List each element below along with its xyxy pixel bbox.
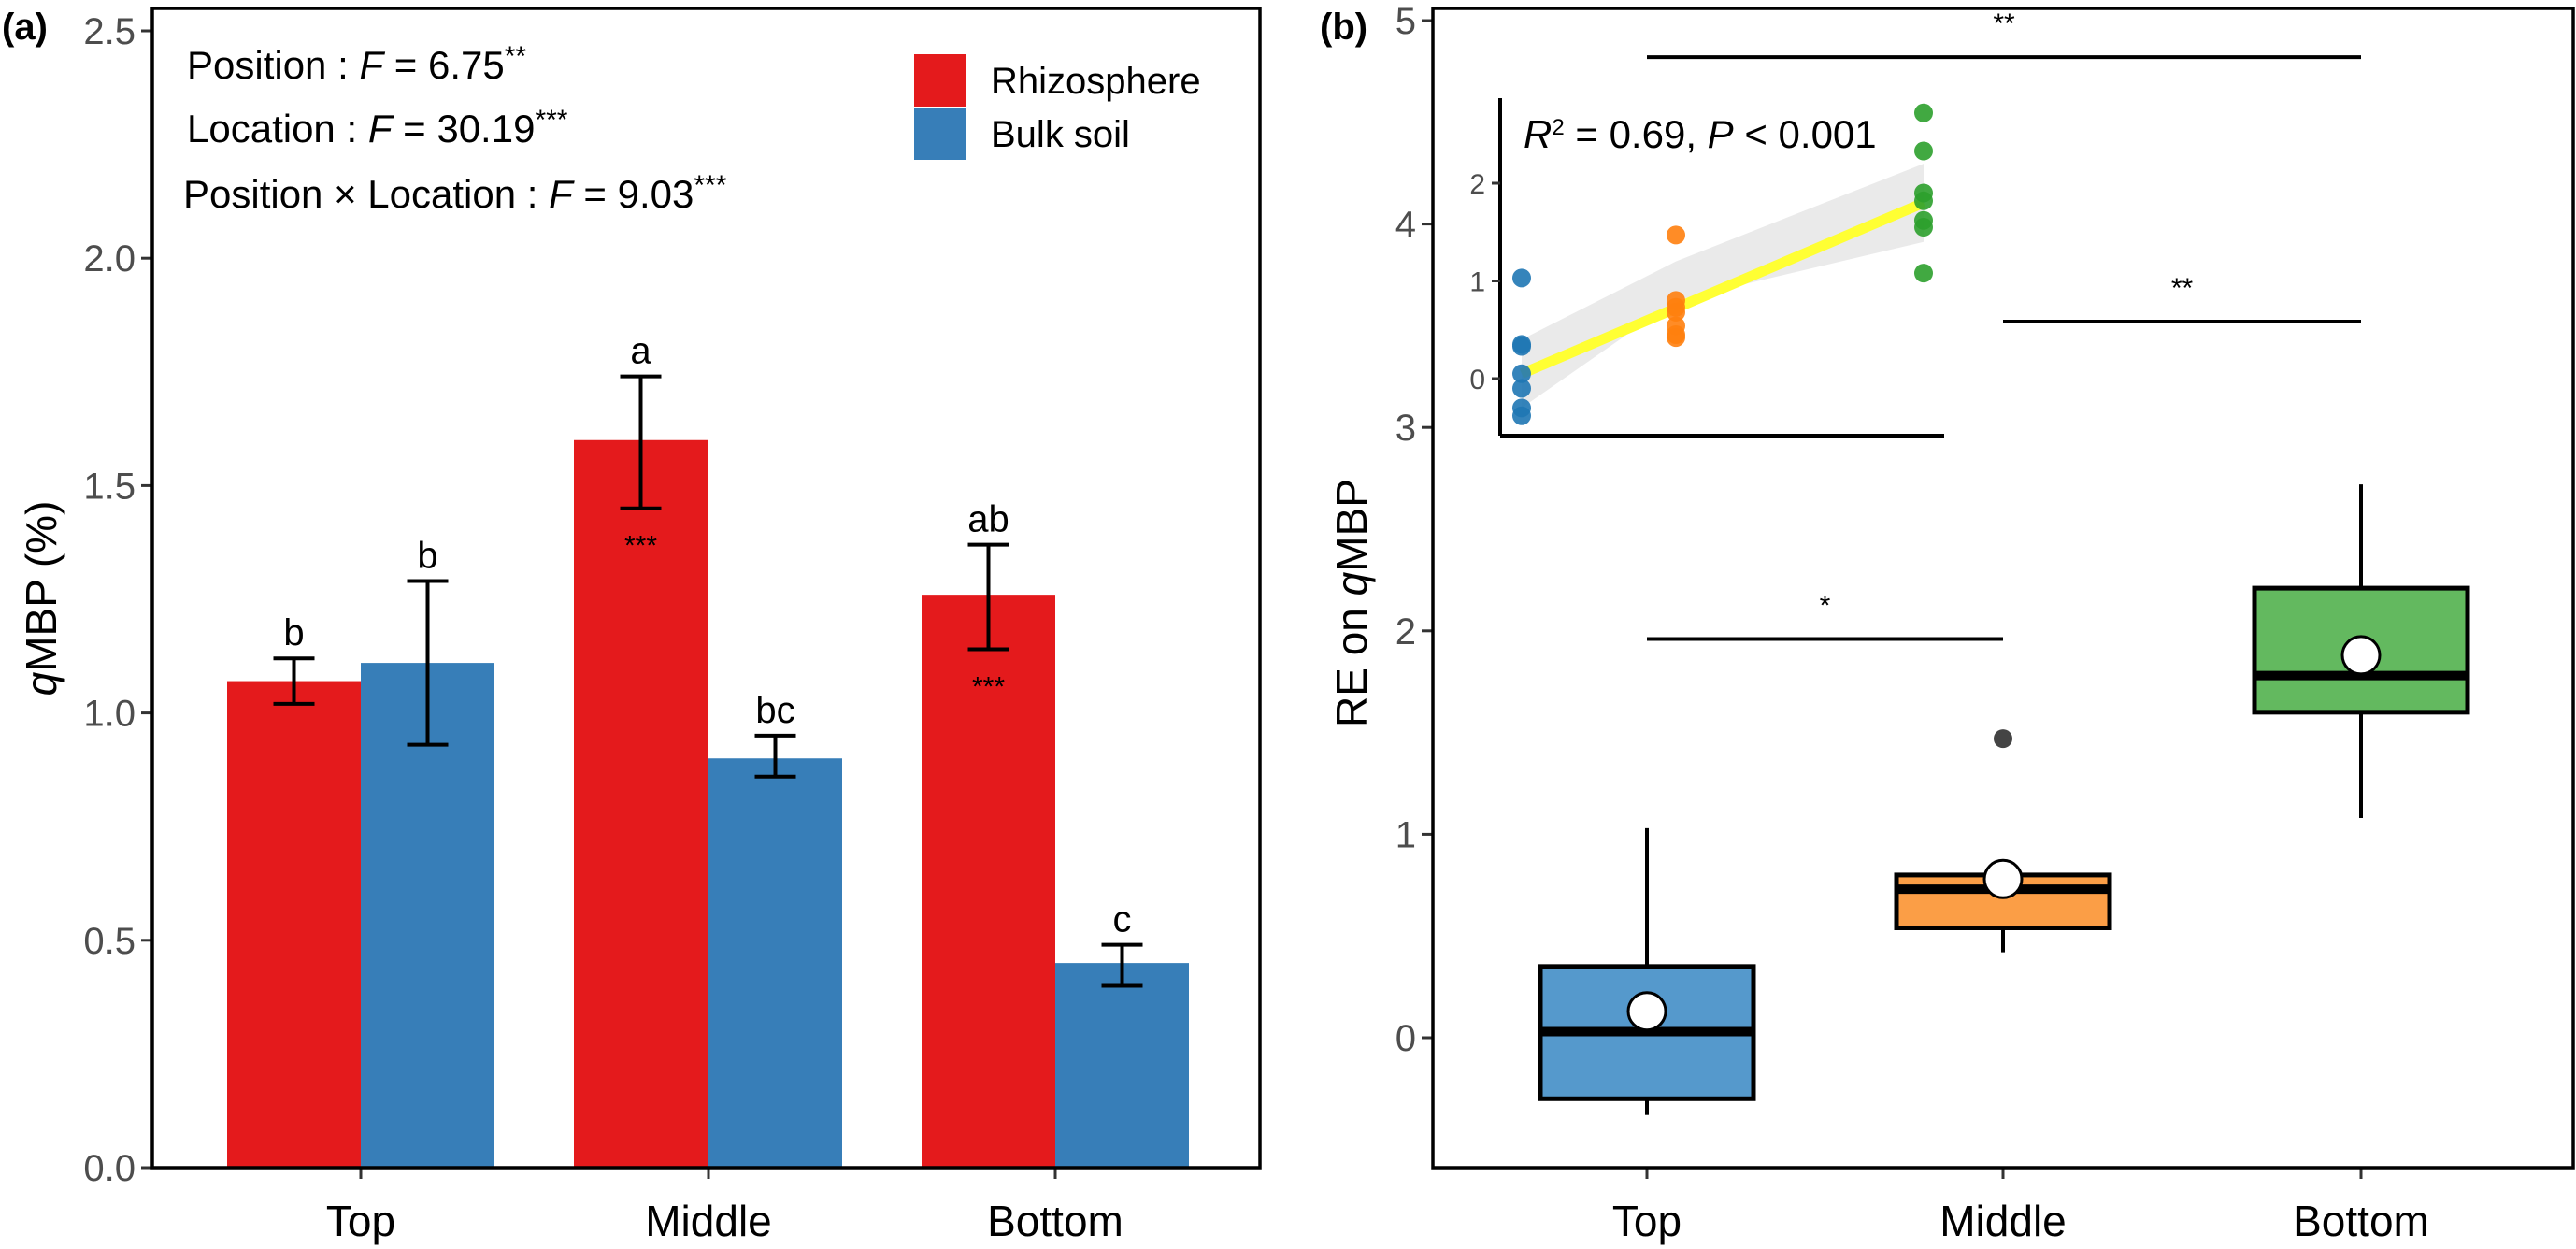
y-tick-label: 1.0 xyxy=(83,694,136,735)
x-tick-label-bottom: Bottom xyxy=(2293,1197,2429,1245)
y-tick-label: 0.0 xyxy=(83,1148,136,1189)
panel-b-y-axis: 0 1 2 3 4 5 xyxy=(1395,1,1433,1059)
scatter-point-top xyxy=(1512,337,1531,356)
inset-y-tick-label: 0 xyxy=(1469,365,1485,395)
inset-y-tick-label: 1 xyxy=(1469,267,1485,298)
legend-label-rhizosphere: Rhizosphere xyxy=(991,61,1201,102)
bar-bulk-soil-middle xyxy=(708,758,842,1168)
significance-letter: bc xyxy=(755,690,794,731)
panel-a-label: (a) xyxy=(2,7,48,48)
anova-interaction: Position × Location : F = 9.03*** xyxy=(183,170,727,216)
y-tick-label: 4 xyxy=(1395,205,1416,246)
scatter-point-bottom xyxy=(1914,264,1933,283)
scatter-point-middle xyxy=(1667,225,1685,245)
scatter-point-bottom xyxy=(1914,191,1933,210)
legend-swatch-bulk-soil xyxy=(914,108,966,160)
y-tick-label: 0 xyxy=(1395,1018,1416,1059)
panel-a-plot-frame xyxy=(150,7,1262,1170)
x-tick-label-middle: Middle xyxy=(645,1197,772,1245)
significance-letter: b xyxy=(283,612,304,653)
y-tick-label: 1.5 xyxy=(83,466,136,507)
y-tick-label: 1 xyxy=(1395,814,1416,855)
bar-rhizosphere-middle xyxy=(574,439,708,1168)
panel-a-y-axis-title: qMBP (%) xyxy=(17,501,65,696)
mean-marker-top xyxy=(1626,991,1667,1032)
legend-label-bulk-soil: Bulk soil xyxy=(991,114,1130,155)
y-tick-label: 2.5 xyxy=(83,11,136,52)
panel-b-significance-brackets: ***** xyxy=(1647,8,2361,641)
panel-b-boxplots xyxy=(1538,484,2470,1115)
panel-a-x-axis: Top Middle Bottom xyxy=(326,1168,1123,1245)
scatter-point-bottom xyxy=(1914,218,1933,237)
mean-marker-middle xyxy=(1982,858,2024,899)
y-tick-label: 2 xyxy=(1395,611,1416,653)
scatter-point-bottom xyxy=(1914,141,1933,161)
scatter-point-top xyxy=(1512,406,1531,425)
x-tick-label-bottom: Bottom xyxy=(987,1197,1123,1245)
x-tick-label-middle: Middle xyxy=(1939,1197,2067,1245)
inner-significance-stars: *** xyxy=(972,672,1005,703)
scatter-point-middle xyxy=(1667,328,1685,348)
legend-swatch-rhizosphere xyxy=(914,54,966,107)
y-tick-label: 3 xyxy=(1395,408,1416,449)
comparison-significance: * xyxy=(1820,591,1831,622)
panel-a-anova-annotations: Position : F = 6.75** Location : F = 30.… xyxy=(183,41,727,216)
regression-line xyxy=(1519,197,1926,379)
scatter-point-top xyxy=(1512,268,1531,288)
significance-letter: ab xyxy=(967,499,1009,540)
bar-rhizosphere-top xyxy=(227,681,361,1168)
outlier-point-middle xyxy=(1994,729,2012,749)
inset-regression-annotation: R2 = 0.69, P < 0.001 xyxy=(1524,112,1877,156)
inner-significance-stars: *** xyxy=(624,531,657,562)
y-tick-label: 0.5 xyxy=(83,921,136,962)
comparison-significance: ** xyxy=(1993,8,2015,39)
panel-b-y-axis-title: RE on qMBP xyxy=(1327,479,1376,727)
p-value: < 0.001 xyxy=(1734,112,1877,156)
panel-a-y-axis: 0.0 0.5 1.0 1.5 2.0 2.5 xyxy=(83,11,152,1189)
bar-bulk-soil-bottom xyxy=(1055,963,1189,1168)
panel-a: (a) qMBP (%) 0.0 0.5 1.0 1.5 2.0 2.5 b a *** ab *… xyxy=(2,7,1262,1245)
scatter-point-bottom xyxy=(1914,103,1933,122)
significance-letter: c xyxy=(1113,899,1132,940)
r-squared-superscript: 2 xyxy=(1552,115,1564,140)
panel-a-legend: Rhizosphere Bulk soil xyxy=(914,54,1201,160)
scatter-point-middle xyxy=(1667,302,1685,322)
bar-bulk-soil-top xyxy=(361,663,494,1168)
anova-location: Location : F = 30.19*** xyxy=(187,105,568,151)
inset-y-tick-label: 2 xyxy=(1469,169,1485,200)
r-symbol: R xyxy=(1524,112,1552,156)
significance-letter: b xyxy=(417,536,437,577)
anova-position: Position : F = 6.75** xyxy=(187,41,526,87)
scatter-point-top xyxy=(1512,379,1531,398)
y-tick-label: 5 xyxy=(1395,1,1416,42)
mean-marker-bottom xyxy=(2340,635,2382,676)
panel-b-label: (b) xyxy=(1320,7,1367,48)
x-tick-label-top: Top xyxy=(1612,1197,1682,1245)
bar-rhizosphere-bottom xyxy=(922,595,1055,1168)
panel-b-x-axis: Top Middle Bottom xyxy=(1612,1168,2429,1245)
significance-letter: a xyxy=(630,331,651,372)
comparison-significance: ** xyxy=(2171,273,2194,304)
r-squared-value: = 0.69, xyxy=(1565,112,1708,156)
x-tick-label-top: Top xyxy=(326,1197,395,1245)
p-symbol: P xyxy=(1708,112,1734,156)
panel-b-plot-frame xyxy=(1431,7,2575,1170)
scatter-point-top xyxy=(1512,364,1531,383)
y-tick-label: 2.0 xyxy=(83,238,136,280)
panel-a-bars: b a *** ab *** b bc c xyxy=(227,331,1189,1168)
